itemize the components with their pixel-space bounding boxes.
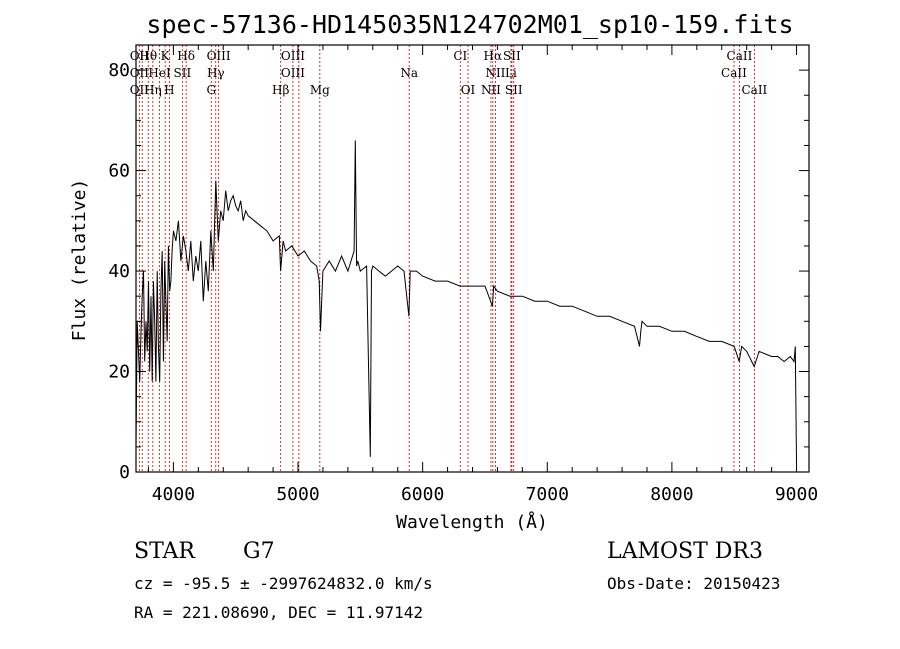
x-axis-ticks: 4000 5000 6000 7000 8000 9000 — [147, 45, 818, 505]
marker-label: Hη — [144, 83, 162, 97]
x-tick-label: 5000 — [276, 484, 319, 505]
spectrum-series — [135, 140, 797, 463]
marker-label: Hδ — [177, 49, 195, 63]
marker-label: Hβ — [272, 83, 289, 97]
marker-label: Hθ — [139, 49, 157, 63]
object-subclass: G7 — [243, 539, 275, 564]
marker-label: G — [206, 83, 216, 97]
marker-label: HeI — [148, 66, 171, 80]
marker-label: H — [164, 83, 174, 97]
object-class: STAR — [134, 539, 195, 564]
x-axis-label: Wavelength (Å) — [396, 511, 548, 533]
marker-label: NII — [481, 83, 501, 97]
x-tick-label: 7000 — [526, 484, 569, 505]
x-tick-label: 8000 — [650, 484, 693, 505]
marker-label: SII — [505, 83, 523, 97]
x-tick-label: 9000 — [775, 484, 818, 505]
y-tick-label: 80 — [108, 60, 130, 81]
marker-label: SII — [503, 49, 521, 63]
y-tick-label: 60 — [108, 161, 130, 182]
marker-label: CaII — [727, 49, 753, 63]
marker-label: Hγ — [207, 66, 225, 80]
marker-label: NII — [485, 66, 505, 80]
marker-label: CI — [453, 49, 467, 63]
y-tick-label: 0 — [119, 462, 130, 483]
x-tick-label: 6000 — [401, 484, 444, 505]
marker-label: CaII — [741, 83, 767, 97]
marker-label: Mg — [310, 83, 330, 97]
x-tick-label: 4000 — [152, 484, 195, 505]
marker-label: Hα — [484, 49, 503, 63]
marker-label: CaII — [721, 66, 747, 80]
marker-label: K — [161, 49, 171, 63]
survey-name: LAMOST DR3 — [607, 539, 763, 564]
y-axis-ticks: 0 20 40 60 80 — [108, 60, 809, 483]
marker-label: Na — [400, 66, 418, 80]
marker-label: OII — [130, 66, 150, 80]
marker-label: OIII — [281, 49, 305, 63]
observation-date: Obs-Date: 20150423 — [607, 574, 781, 593]
marker-label: SII — [174, 66, 192, 80]
redshift-info: cz = -95.5 ± -2997624832.0 km/s — [134, 574, 433, 593]
y-axis-label: Flux (relative) — [69, 179, 90, 342]
marker-label: OII — [130, 49, 150, 63]
spectrum-line — [135, 140, 797, 463]
y-tick-label: 40 — [108, 261, 130, 282]
plot-frame — [135, 44, 810, 473]
marker-label: Li — [505, 66, 517, 80]
y-tick-label: 20 — [108, 362, 130, 383]
marker-label: OIII — [281, 66, 305, 80]
marker-label: OIII — [207, 49, 231, 63]
chart-title: spec-57136-HD145035N124702M01_sp10-159.f… — [146, 10, 793, 39]
ra-dec-info: RA = 221.08690, DEC = 11.97142 — [134, 603, 423, 622]
marker-label: OII — [130, 83, 150, 97]
marker-label: OI — [461, 83, 476, 97]
